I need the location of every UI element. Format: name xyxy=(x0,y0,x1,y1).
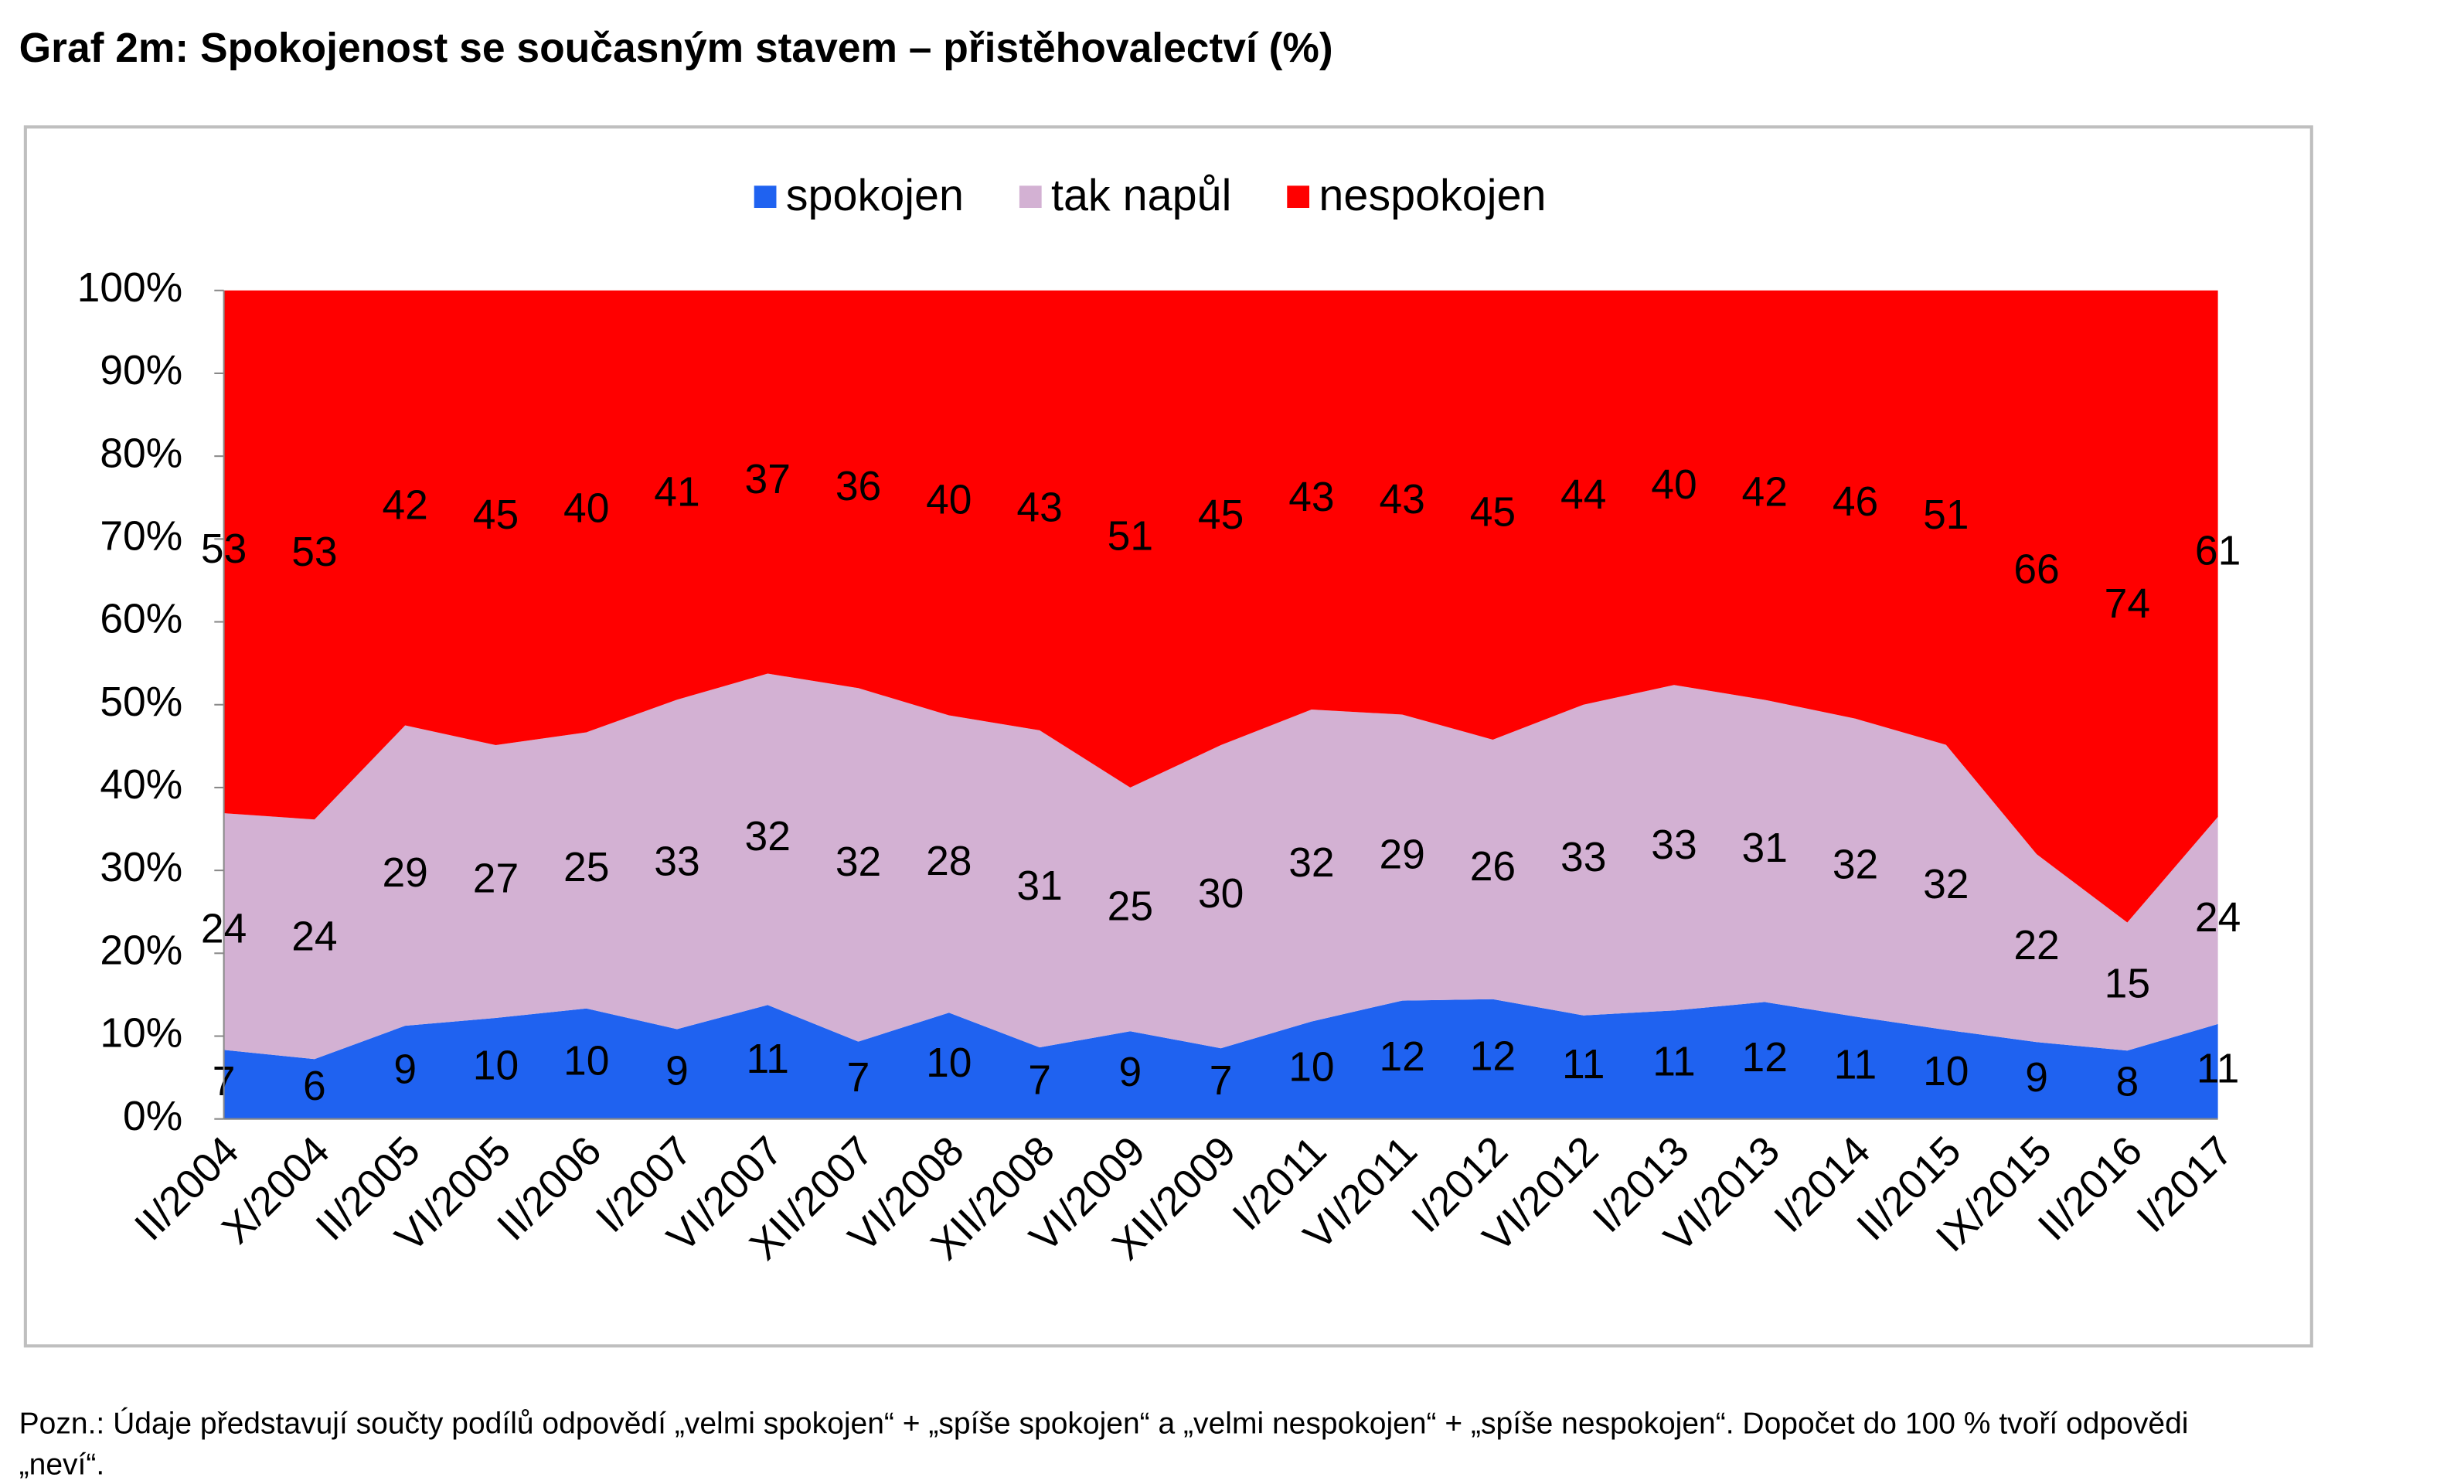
data-label: 33 xyxy=(1651,822,1697,868)
area xyxy=(223,673,2218,1060)
data-label: 66 xyxy=(2013,547,2059,593)
note: „neví“. xyxy=(19,1448,105,1482)
data-label: 6 xyxy=(303,1064,326,1109)
data-label: 25 xyxy=(563,845,609,890)
data-label: 51 xyxy=(1923,492,1969,538)
y-tick-label: 30% xyxy=(100,845,182,890)
area xyxy=(223,999,2218,1119)
data-label: 32 xyxy=(1923,862,1969,907)
data-label: 24 xyxy=(291,914,337,959)
note: Pozn.: Údaje představují součty podílů o… xyxy=(19,1407,2189,1440)
data-label: 33 xyxy=(1560,835,1606,880)
y-tick-label: 70% xyxy=(100,513,182,559)
data-label: 12 xyxy=(1742,1035,1788,1081)
data-label: 10 xyxy=(926,1040,972,1086)
data-label: 29 xyxy=(382,850,427,896)
data-label: 42 xyxy=(1742,470,1788,516)
area xyxy=(223,290,2218,923)
data-label: 40 xyxy=(1651,462,1697,508)
data-label: 9 xyxy=(393,1047,417,1093)
data-label: 25 xyxy=(1108,884,1153,930)
data-label: 44 xyxy=(1560,472,1606,518)
data-label: 32 xyxy=(1288,840,1334,886)
data-label: 31 xyxy=(1016,863,1062,909)
y-tick-label: 100% xyxy=(77,265,183,311)
legend-label: tak napůl xyxy=(1051,171,1231,220)
data-label: 31 xyxy=(1742,825,1788,871)
data-label: 24 xyxy=(2195,895,2241,941)
data-label: 32 xyxy=(1833,842,1878,888)
data-label: 46 xyxy=(1833,479,1878,525)
data-label: 11 xyxy=(1834,1043,1877,1088)
data-label: 40 xyxy=(926,478,972,523)
data-label: 7 xyxy=(1028,1057,1051,1103)
legend-swatch xyxy=(754,186,777,209)
legend-swatch xyxy=(1019,186,1042,209)
chart-title: Graf 2m: Spokojenost se současným stavem… xyxy=(19,26,1333,71)
data-label: 30 xyxy=(1198,871,1244,917)
data-label: 11 xyxy=(747,1036,789,1082)
legend: spokojen tak napůl nespokojen xyxy=(754,171,1547,220)
data-label: 29 xyxy=(1379,832,1424,878)
data-label: 7 xyxy=(1210,1058,1233,1104)
data-label: 42 xyxy=(382,482,427,528)
data-label: 9 xyxy=(665,1049,689,1094)
data-label: 10 xyxy=(563,1038,609,1084)
data-label: 22 xyxy=(2013,923,2059,968)
data-label: 27 xyxy=(473,856,519,902)
data-label: 51 xyxy=(1108,513,1153,559)
y-tick-label: 80% xyxy=(100,431,182,476)
data-label: 74 xyxy=(2105,581,2150,627)
data-label: 8 xyxy=(2115,1060,2139,1105)
data-label: 45 xyxy=(1470,489,1516,535)
y-tick-label: 40% xyxy=(100,762,182,808)
data-label: 32 xyxy=(836,839,881,885)
y-tick-label: 90% xyxy=(100,348,182,393)
data-label: 11 xyxy=(2197,1046,2239,1091)
legend-label: nespokojen xyxy=(1319,171,1546,220)
data-label: 37 xyxy=(745,457,791,502)
data-label: 9 xyxy=(2025,1055,2048,1101)
data-label: 28 xyxy=(926,839,972,884)
data-label: 33 xyxy=(654,839,699,884)
y-tick-label: 50% xyxy=(100,679,182,725)
data-label: 32 xyxy=(745,814,791,859)
data-label: 43 xyxy=(1288,475,1334,520)
data-label: 11 xyxy=(1652,1040,1695,1085)
data-label: 61 xyxy=(2195,528,2241,574)
y-tick-label: 60% xyxy=(100,597,182,642)
legend-swatch xyxy=(1287,186,1310,209)
data-label: 43 xyxy=(1016,485,1062,530)
data-label: 9 xyxy=(1119,1050,1142,1095)
y-tick-label: 0% xyxy=(123,1094,182,1139)
legend-label: spokojen xyxy=(786,171,964,220)
data-label: 12 xyxy=(1470,1033,1516,1079)
data-label: 10 xyxy=(1288,1045,1334,1091)
data-label: 45 xyxy=(473,492,519,538)
y-tick-label: 20% xyxy=(100,928,182,973)
data-label: 40 xyxy=(563,486,609,532)
data-label: 10 xyxy=(1923,1049,1969,1094)
data-label: 45 xyxy=(1198,492,1244,538)
data-label: 7 xyxy=(847,1055,870,1101)
data-label: 26 xyxy=(1470,844,1516,890)
data-label: 53 xyxy=(291,529,337,575)
y-tick-label: 10% xyxy=(100,1011,182,1057)
data-label: 11 xyxy=(1562,1042,1605,1087)
data-label: 41 xyxy=(654,470,699,516)
data-label: 10 xyxy=(473,1043,519,1088)
data-label: 12 xyxy=(1379,1034,1424,1080)
data-label: 15 xyxy=(2105,962,2150,1007)
data-label: 36 xyxy=(836,464,881,509)
data-label: 43 xyxy=(1379,477,1424,522)
